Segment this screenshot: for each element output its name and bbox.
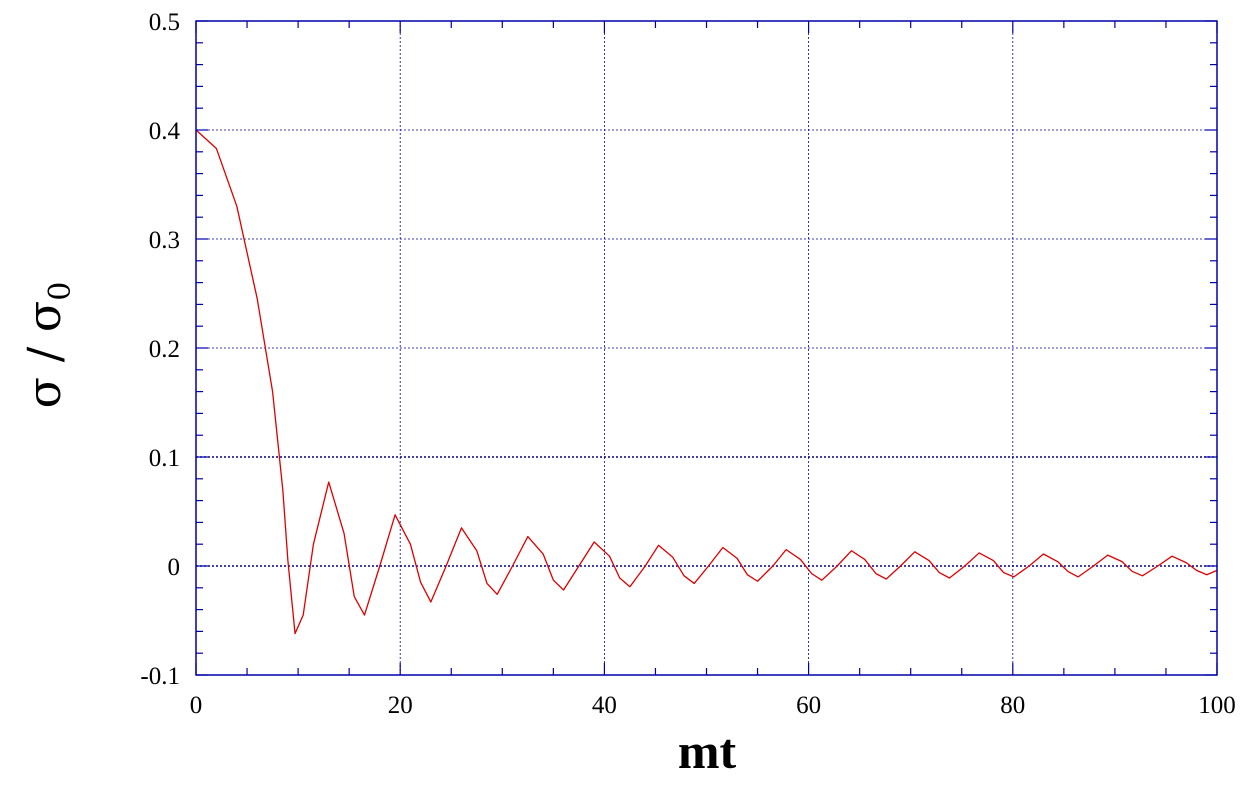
x-tick-label: 80	[1000, 692, 1025, 719]
y-axis-label-subscript: 0	[43, 282, 78, 301]
series-layer	[195, 129, 1218, 635]
x-tick-label: 0	[190, 692, 203, 719]
x-tick-label: 20	[388, 692, 413, 719]
y-tick-label: 0.2	[149, 336, 180, 363]
y-tick-label: -0.1	[140, 663, 180, 690]
tick-labels: 0 20 40 60 80 100 -0.1 0 0.1 0.2 0.3 0.4 0.5	[140, 9, 1235, 719]
grid	[196, 21, 1217, 675]
y-axis-label-main: σ / σ	[17, 301, 71, 409]
y-tick-label: 0.4	[149, 118, 181, 145]
series-line	[195, 129, 1218, 635]
tick-marks	[195, 20, 1218, 676]
x-tick-label: 40	[592, 692, 617, 719]
y-tick-label: 0.5	[149, 9, 180, 36]
x-tick-label: 100	[1198, 692, 1236, 719]
x-axis-label: mt	[678, 723, 737, 779]
y-axis-label: σ / σ0	[17, 282, 78, 409]
y-tick-label: 0	[168, 554, 181, 581]
y-tick-label: 0.3	[149, 227, 180, 254]
x-tick-label: 60	[796, 692, 821, 719]
y-tick-label: 0.1	[149, 445, 180, 472]
